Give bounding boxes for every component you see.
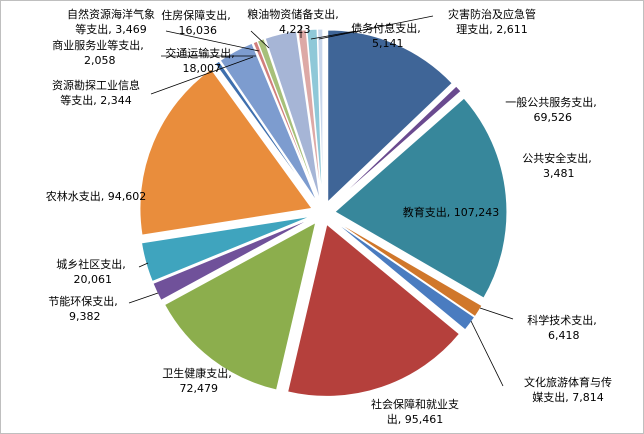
leader-line-4	[479, 307, 514, 320]
pie-slice-7	[163, 221, 317, 391]
data-label-16: 粮油物资储备支出, 4,223	[247, 7, 339, 36]
data-label-9: 城乡社区支出, 20,061	[56, 257, 126, 286]
data-label-7: 卫生健康支出, 72,479	[162, 366, 232, 395]
pie-slice-11	[214, 60, 317, 204]
data-label-8: 节能环保支出, 9,382	[48, 294, 118, 323]
pie-slice-16	[297, 29, 323, 202]
pie-slice-5	[332, 219, 476, 331]
pie-slice-12	[219, 42, 318, 203]
data-label-2: 公共安全支出, 3,481	[522, 151, 592, 180]
leader-line-14	[165, 30, 260, 52]
data-label-4: 科学技术支出, 6,418	[527, 313, 597, 342]
data-label-12: 交通运输支出, 18,007	[165, 46, 235, 75]
data-label-5: 文化旅游体育与传媒支出, 7,814	[524, 375, 612, 404]
data-label-1: 一般公共服务支出, 69,526	[505, 95, 597, 124]
data-label-17: 债务付息支出, 5,141	[351, 21, 421, 50]
data-label-15: 住房保障支出, 16,036	[161, 8, 231, 37]
leader-line-18	[318, 15, 434, 40]
pie-slice-6	[287, 223, 461, 397]
pie-slice-1	[327, 29, 453, 204]
pie-slice-15	[264, 30, 321, 202]
leader-line-15	[250, 30, 270, 49]
data-label-10: 农林水支出, 94,602	[46, 189, 146, 203]
leader-line-8	[128, 292, 159, 304]
data-label-6: 社会保障和就业支出, 95,461	[371, 397, 459, 426]
pie-slice-2	[331, 85, 462, 206]
pie-slice-9	[140, 215, 312, 283]
pie-slice-17	[306, 28, 323, 202]
data-label-3: 教育支出, 107,243	[403, 205, 499, 219]
data-label-18: 灾害防治及应急管理支出, 2,611	[448, 7, 536, 36]
pie-slice-10	[139, 68, 313, 236]
pie-slice-8	[152, 217, 313, 302]
leader-line-17	[310, 30, 357, 40]
data-label-14: 自然资源海洋气象等支出, 3,469	[67, 7, 155, 36]
leader-line-5	[470, 320, 504, 387]
pie-slice-18	[317, 28, 324, 202]
pie-slice-3	[334, 97, 508, 299]
leader-line-11	[150, 56, 254, 95]
pie-slice-4	[332, 218, 483, 318]
data-label-11: 资源勘探工业信息等支出, 2,344	[52, 78, 140, 107]
data-label-13: 商业服务业等支出, 2,058	[52, 38, 144, 67]
leader-line-9	[138, 262, 149, 268]
